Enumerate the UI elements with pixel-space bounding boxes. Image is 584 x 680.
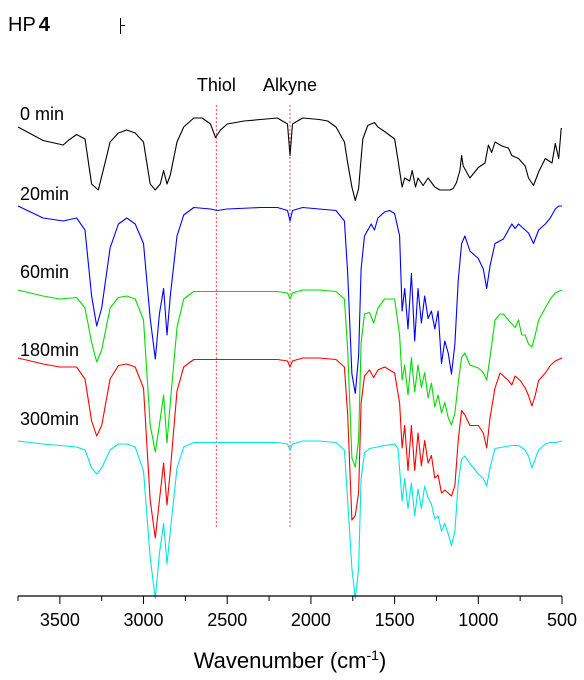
compound-number: 4 xyxy=(38,14,50,36)
series-label-60min: 60min xyxy=(20,262,69,282)
spectrum-line-20min xyxy=(17,205,562,395)
annotation-label-alkyne: Alkyne xyxy=(263,75,317,95)
spectrum-line-300min xyxy=(17,440,563,600)
x-tick-label: 2500 xyxy=(207,610,247,630)
series-label-20min: 20min xyxy=(20,184,69,204)
page-label-prefix: HP xyxy=(8,14,36,36)
x-axis-ticks: 3500 3000 2500 2000 1500 1000 500 xyxy=(17,596,577,630)
x-tick-label: 3500 xyxy=(40,610,80,630)
x-tick-label: 1000 xyxy=(458,610,498,630)
x-axis-label: Wavenumber (cm-1) xyxy=(194,647,387,673)
series-label-180min: 180min xyxy=(20,340,79,360)
x-tick-label: 3000 xyxy=(124,610,164,630)
series-labels: 0 min 20min 60min 180min 300min xyxy=(20,104,79,429)
series-label-0min: 0 min xyxy=(20,104,64,124)
x-tick-label: 500 xyxy=(547,610,577,630)
series-lines xyxy=(17,117,563,600)
annotation-lines xyxy=(215,105,291,528)
spectrum-line-60min xyxy=(17,289,563,468)
spectrum-line-0min xyxy=(17,117,562,202)
annotation-label-thiol: Thiol xyxy=(197,75,236,95)
x-tick-label: 2000 xyxy=(291,610,331,630)
spectrum-line-180min xyxy=(17,357,563,539)
series-label-300min: 300min xyxy=(20,409,79,429)
x-tick-label: 1500 xyxy=(375,610,415,630)
annotation-labels: Thiol Alkyne xyxy=(197,75,317,95)
page-label: HP 4 xyxy=(8,14,50,37)
cursor-mark xyxy=(120,18,125,34)
